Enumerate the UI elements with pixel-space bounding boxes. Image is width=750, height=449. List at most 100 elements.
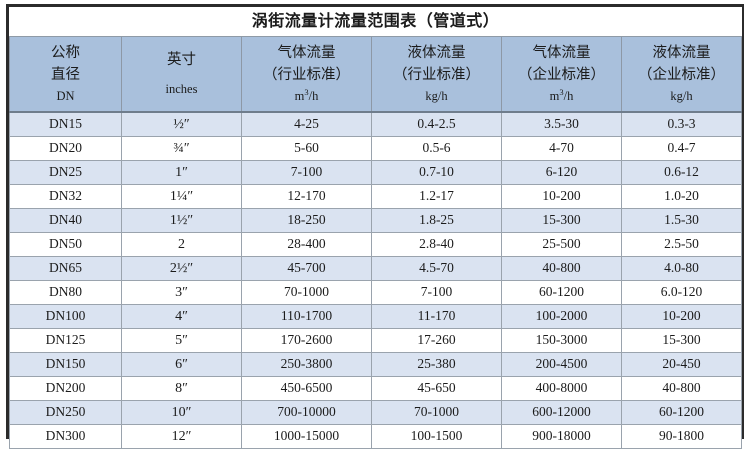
header-line-inches: inches (165, 81, 198, 96)
cell-liquid-industry: 1.2-17 (371, 184, 502, 209)
cell-liquid-enterprise: 60-1200 (620, 400, 743, 425)
cell-inches: 1¼″ (121, 184, 242, 209)
header-line-enterprise-standard: （企业标准） (518, 66, 605, 83)
cell-gas-industry: 700-10000 (241, 400, 372, 425)
cell-liquid-industry: 45-650 (371, 376, 502, 401)
cell-nominal-diameter: DN32 (9, 184, 122, 209)
cell-nominal-diameter: DN25 (9, 160, 122, 185)
header-line-liquid-flow: 液体流量 (407, 44, 466, 61)
cell-gas-industry: 70-1000 (241, 280, 372, 305)
cell-nominal-diameter: DN80 (9, 280, 122, 305)
cell-inches: 2 (121, 232, 242, 257)
cell-liquid-industry: 11-170 (371, 304, 502, 329)
header-line-industry-standard: （行业标准） (393, 66, 480, 83)
table-row: DN125 5″ 170-2600 17-260 150-3000 15-300 (9, 328, 743, 353)
cell-inches: ½″ (121, 111, 242, 137)
cell-liquid-enterprise: 15-300 (620, 328, 743, 353)
cell-gas-industry: 170-2600 (241, 328, 372, 353)
header-unit-m3h: m3/h (549, 86, 574, 104)
cell-gas-enterprise: 150-3000 (501, 328, 622, 353)
cell-gas-enterprise: 60-1200 (501, 280, 622, 305)
table-row: DN200 8″ 450-6500 45-650 400-8000 40-800 (9, 376, 743, 401)
table-row: DN250 10″ 700-10000 70-1000 600-12000 60-1200 (9, 400, 743, 425)
table-row: DN40 1½″ 18-250 1.8-25 15-300 1.5-30 (9, 208, 743, 233)
cell-gas-industry: 450-6500 (241, 376, 372, 401)
cell-inches: 1″ (121, 160, 242, 185)
header-line-dn: DN (56, 89, 75, 104)
cell-liquid-enterprise: 2.5-50 (620, 232, 743, 257)
header-line-gongcheng: 公称 (51, 44, 80, 61)
cell-gas-enterprise: 600-12000 (501, 400, 622, 425)
cell-nominal-diameter: DN65 (9, 256, 122, 281)
cell-inches: ¾″ (121, 136, 242, 161)
cell-gas-enterprise: 400-8000 (501, 376, 622, 401)
column-header-inches: 英寸 inches (121, 36, 242, 113)
header-line-liquid-flow: 液体流量 (652, 44, 711, 61)
cell-gas-enterprise: 25-500 (501, 232, 622, 257)
table-row: DN50 2 28-400 2.8-40 25-500 2.5-50 (9, 232, 743, 257)
cell-nominal-diameter: DN150 (9, 352, 122, 377)
cell-gas-industry: 4-25 (241, 111, 372, 137)
cell-gas-industry: 12-170 (241, 184, 372, 209)
cell-liquid-enterprise: 1.5-30 (620, 208, 743, 233)
cell-nominal-diameter: DN40 (9, 208, 122, 233)
cell-inches: 2½″ (121, 256, 242, 281)
cell-nominal-diameter: DN250 (9, 400, 122, 425)
cell-gas-enterprise: 15-300 (501, 208, 622, 233)
cell-gas-enterprise: 10-200 (501, 184, 622, 209)
cell-liquid-industry: 17-260 (371, 328, 502, 353)
header-line-enterprise-standard: （企业标准） (638, 66, 725, 83)
column-header-gas-enterprise: 气体流量 （企业标准） m3/h (501, 36, 622, 113)
cell-nominal-diameter: DN20 (9, 136, 122, 161)
table-title-cell: 涡街流量计流量范围表（管道式） (9, 7, 742, 37)
cell-liquid-industry: 25-380 (371, 352, 502, 377)
header-unit-kgh: kg/h (425, 89, 448, 104)
table-row: DN65 2½″ 45-700 4.5-70 40-800 4.0-80 (9, 256, 743, 281)
cell-liquid-industry: 7-100 (371, 280, 502, 305)
flow-range-table: 涡街流量计流量范围表（管道式） 公称 直径 DN 英寸 (9, 7, 743, 449)
header-unit-m3h: m3/h (294, 86, 319, 104)
table-title-row: 涡街流量计流量范围表（管道式） (9, 7, 742, 37)
cell-gas-enterprise: 200-4500 (501, 352, 622, 377)
table-row: DN100 4″ 110-1700 11-170 100-2000 10-200 (9, 304, 743, 329)
table-row: DN80 3″ 70-1000 7-100 60-1200 6.0-120 (9, 280, 743, 305)
cell-liquid-enterprise: 6.0-120 (620, 280, 743, 305)
table-row: DN15 ½″ 4-25 0.4-2.5 3.5-30 0.3-3 (9, 111, 743, 137)
cell-inches: 3″ (121, 280, 242, 305)
page-title: 涡街流量计流量范围表（管道式） (251, 12, 500, 30)
cell-nominal-diameter: DN15 (9, 111, 122, 137)
header-line-gas-flow: 气体流量 (532, 44, 591, 61)
cell-inches: 6″ (121, 352, 242, 377)
cell-nominal-diameter: DN50 (9, 232, 122, 257)
cell-gas-industry: 45-700 (241, 256, 372, 281)
table-row: DN150 6″ 250-3800 25-380 200-4500 20-450 (9, 352, 743, 377)
cell-gas-industry: 110-1700 (241, 304, 372, 329)
header-line-industry-standard: （行业标准） (263, 66, 350, 83)
cell-liquid-enterprise: 20-450 (620, 352, 743, 377)
cell-gas-industry: 250-3800 (241, 352, 372, 377)
cell-inches: 8″ (121, 376, 242, 401)
cell-liquid-enterprise: 4.0-80 (620, 256, 743, 281)
cell-inches: 10″ (121, 400, 242, 425)
cell-liquid-enterprise: 0.4-7 (620, 136, 743, 161)
cell-gas-industry: 5-60 (241, 136, 372, 161)
table-row: DN25 1″ 7-100 0.7-10 6-120 0.6-12 (9, 160, 743, 185)
cell-liquid-enterprise: 10-200 (620, 304, 743, 329)
cell-liquid-enterprise: 1.0-20 (620, 184, 743, 209)
column-header-liquid-enterprise: 液体流量 （企业标准） kg/h (620, 36, 743, 113)
cell-nominal-diameter: DN200 (9, 376, 122, 401)
cell-liquid-industry: 4.5-70 (371, 256, 502, 281)
header-line-yingcun: 英寸 (167, 51, 196, 68)
cell-liquid-industry: 0.5-6 (371, 136, 502, 161)
cell-gas-enterprise: 4-70 (501, 136, 622, 161)
cell-gas-enterprise: 100-2000 (501, 304, 622, 329)
cell-inches: 1½″ (121, 208, 242, 233)
cell-liquid-industry: 70-1000 (371, 400, 502, 425)
cell-liquid-industry: 0.4-2.5 (371, 111, 502, 137)
column-header-row: 公称 直径 DN 英寸 inches 气体流量 (9, 36, 743, 113)
cell-inches: 5″ (121, 328, 242, 353)
cell-gas-enterprise: 40-800 (501, 256, 622, 281)
cell-nominal-diameter: DN125 (9, 328, 122, 353)
cell-gas-industry: 18-250 (241, 208, 372, 233)
